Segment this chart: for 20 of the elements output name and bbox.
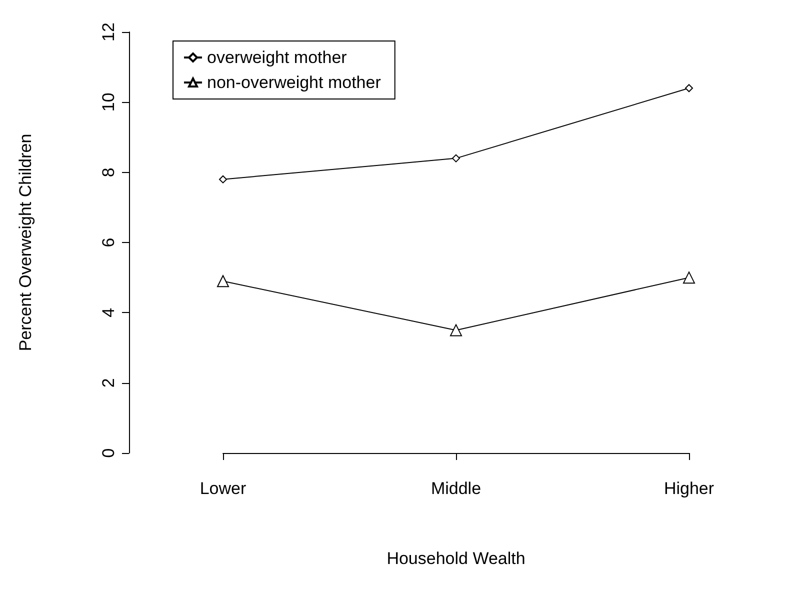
point (219, 175, 227, 184)
point (683, 272, 695, 284)
y-tick-label: 8 (99, 168, 118, 178)
x-axis-title: Household Wealth (386, 549, 526, 568)
legend-label: non-overweight mother (207, 73, 382, 92)
point (685, 84, 693, 92)
point (452, 154, 460, 162)
point (217, 275, 229, 288)
y-tick-label: 12 (99, 22, 118, 42)
y-tick-label: 4 (99, 308, 118, 318)
x-tick-label: Lower (200, 479, 246, 498)
y-tick-label: 0 (99, 448, 118, 458)
legend-label: overweight mother (207, 48, 348, 67)
y-tick-label: 2 (99, 378, 118, 388)
x-tick-label: Higher (664, 479, 714, 498)
y-tick-label: 6 (99, 238, 118, 248)
y-axis-title: Percent Overweight Children (16, 134, 35, 352)
x-tick-label: Middle (430, 479, 482, 498)
y-tick-label: 10 (99, 92, 118, 112)
point (450, 324, 462, 336)
